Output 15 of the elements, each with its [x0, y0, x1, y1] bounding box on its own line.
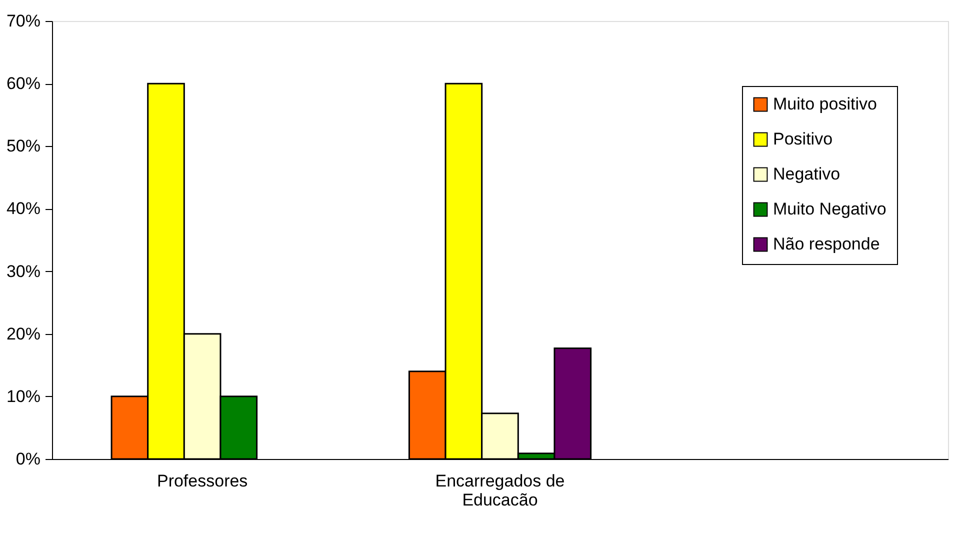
legend-label: Negativo [773, 164, 840, 184]
x-tick-label: Professores [156, 472, 248, 490]
y-tick-label: 20% [6, 324, 40, 344]
legend-label: Não responde [773, 234, 880, 254]
y-tick-label: 50% [6, 136, 40, 156]
y-tick-label: 70% [6, 12, 40, 30]
y-tick-label: 10% [6, 386, 40, 406]
y-tick-label: 0% [16, 450, 40, 468]
legend-label: Muito Negativo [773, 200, 886, 218]
y-tick-label: 60% [6, 74, 40, 94]
x-tick-label: Encarregados de Educacão [435, 472, 565, 510]
legend-label: Positivo [773, 130, 833, 148]
legend-label: Muito positivo [773, 94, 877, 114]
y-tick-label: 30% [6, 262, 40, 281]
y-tick-label: 40% [6, 199, 40, 218]
